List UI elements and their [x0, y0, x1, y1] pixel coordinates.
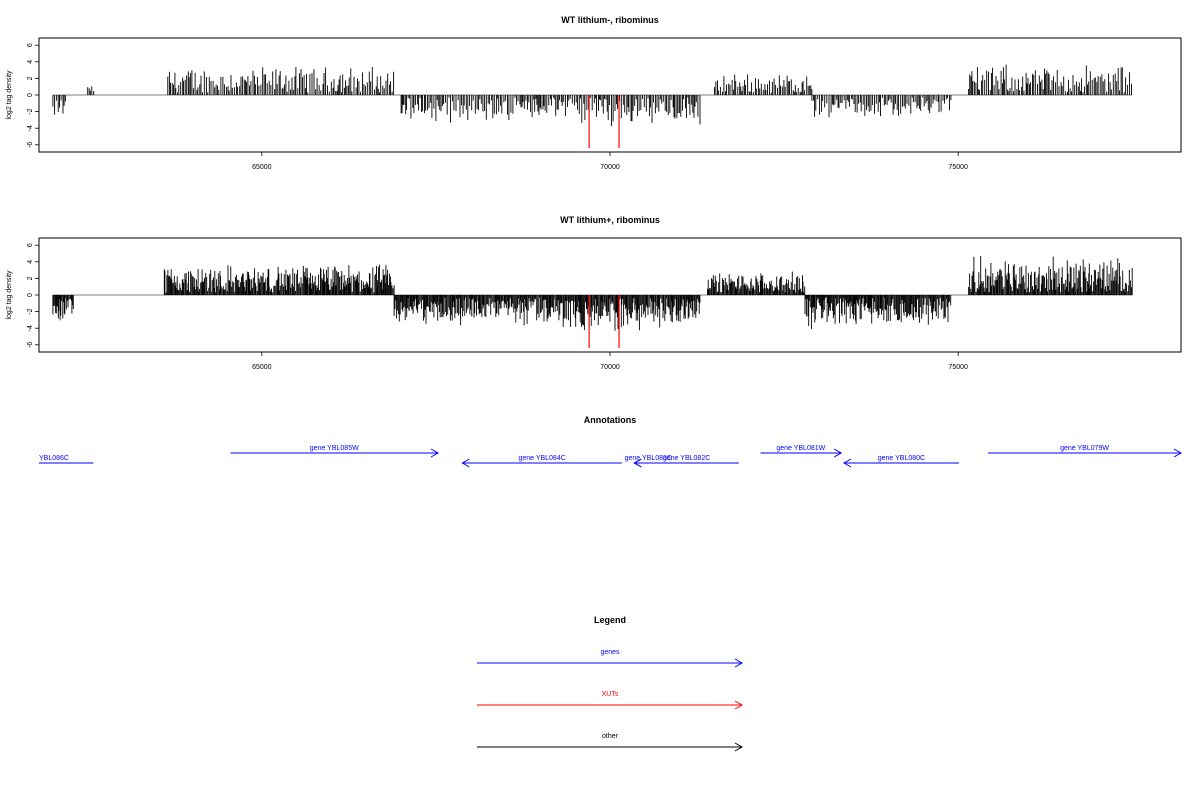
y-tick-label: 0 — [27, 293, 34, 297]
legend-item: genes — [477, 649, 744, 668]
data-bars — [52, 256, 1133, 349]
arrow-right-icon — [734, 658, 744, 668]
arrow-left-icon — [461, 458, 470, 468]
gene-annotation: gene YBL081W — [760, 445, 843, 458]
y-tick-label: 4 — [27, 260, 34, 264]
y-tick-label: -4 — [27, 125, 34, 131]
annotations-track: Annotations YBL086C gene YBL085W gene YBL0… — [39, 415, 1183, 468]
arrow-right-icon — [833, 448, 843, 458]
y-tick-label: -6 — [27, 142, 34, 148]
arrow-left-icon — [842, 458, 852, 468]
legend-label: other — [602, 733, 619, 740]
chart-panel-lithium-plus: WT lithium+, ribominus log2 tag density … — [6, 215, 1182, 371]
gene-annotation: gene YBL082C — [633, 455, 739, 468]
gene-label: gene YBL083C — [625, 455, 672, 462]
arrow-right-icon — [734, 742, 744, 752]
legend: Legend genes XUTs other — [477, 615, 744, 752]
chart-title: WT lithium-, ribominus — [561, 15, 659, 25]
gene-label: gene YBL079W — [1060, 445, 1109, 452]
legend-label: genes — [600, 649, 620, 656]
axis-ticks: -6 -4 -2 0 2 4 6 65000 70000 75000 — [27, 243, 968, 371]
gene-list: YBL086C gene YBL085W gene YBL084C gene YBL0… — [39, 445, 1183, 468]
chart-panel-lithium-minus: WT lithium-, ribominus log2 tag density … — [6, 15, 1182, 171]
y-tick-label: 2 — [27, 276, 34, 280]
y-tick-label: 0 — [27, 93, 34, 97]
gene-label: gene YBL080C — [878, 455, 925, 462]
gene-annotation: gene YBL084C — [461, 455, 622, 468]
legend-item: other — [477, 733, 744, 752]
y-tick-label: -2 — [27, 308, 34, 314]
chart-title: WT lithium+, ribominus — [560, 215, 660, 225]
legend-items: genes XUTs other — [477, 649, 744, 752]
y-tick-label: -2 — [27, 108, 34, 114]
y-tick-label: 2 — [27, 76, 34, 80]
gene-label: gene YBL082C — [663, 455, 710, 462]
y-tick-label: -6 — [27, 342, 34, 348]
gene-label: gene YBL085W — [310, 445, 359, 452]
y-axis-label: log2 tag density — [6, 270, 13, 320]
arrow-right-icon — [430, 448, 440, 458]
y-tick-label: 6 — [27, 43, 34, 47]
x-tick-label: 75000 — [948, 164, 968, 171]
gene-annotation: gene YBL085W — [230, 445, 440, 458]
x-tick-label: 70000 — [600, 364, 620, 371]
x-tick-label: 75000 — [948, 364, 968, 371]
y-tick-label: 4 — [27, 60, 34, 64]
legend-label: XUTs — [602, 691, 619, 698]
arrow-right-icon — [1173, 448, 1183, 458]
data-bars — [52, 64, 1133, 149]
x-tick-label: 65000 — [252, 364, 272, 371]
y-axis-label: log2 tag density — [6, 70, 13, 120]
gene-annotation: gene YBL079W — [988, 445, 1183, 458]
legend-title: Legend — [594, 615, 626, 625]
x-tick-label: 70000 — [600, 164, 620, 171]
y-tick-label: 6 — [27, 243, 34, 247]
x-tick-label: 65000 — [252, 164, 272, 171]
gene-annotation: YBL086C — [39, 455, 94, 464]
gene-label: gene YBL084C — [518, 455, 565, 462]
arrow-right-icon — [734, 700, 744, 710]
arrow-left-icon — [633, 458, 642, 468]
gene-label: YBL086C — [39, 455, 69, 462]
annotations-title: Annotations — [584, 415, 637, 425]
axis-ticks: -6 -4 -2 0 2 4 6 65000 70000 75000 — [27, 43, 968, 171]
gene-annotation: gene YBL080C — [842, 455, 959, 468]
legend-item: XUTs — [477, 691, 744, 710]
gene-label: gene YBL081W — [776, 445, 825, 452]
y-tick-label: -4 — [27, 325, 34, 331]
